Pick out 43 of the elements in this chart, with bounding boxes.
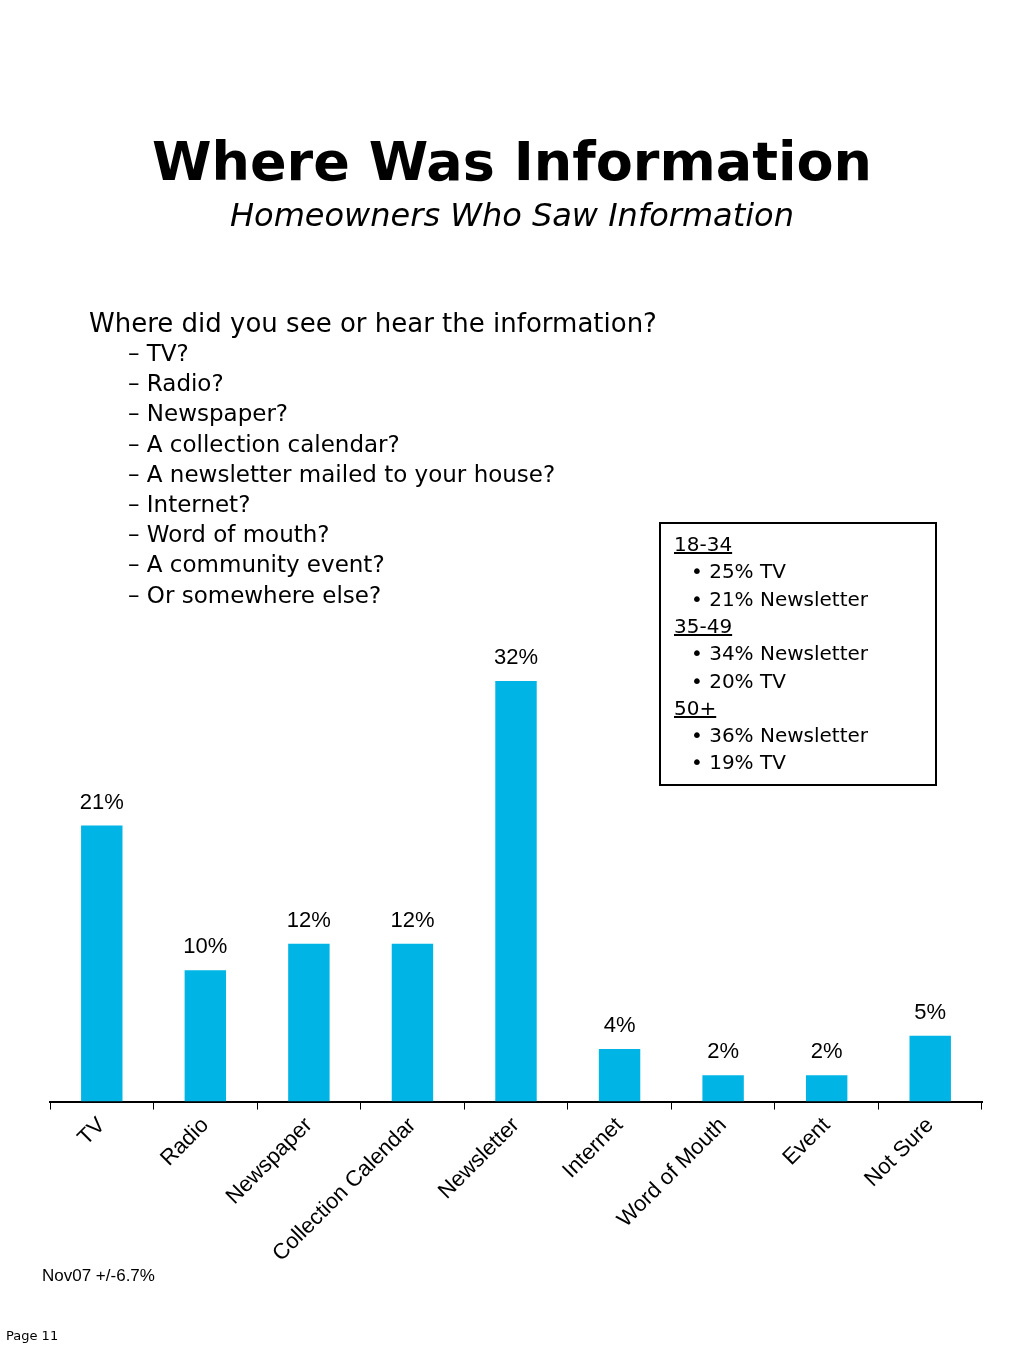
annotation: • 20% TV <box>691 668 786 693</box>
annotation: • 19% TV <box>691 750 786 775</box>
annotation: • 36% Newsletter <box>691 723 869 748</box>
bar <box>288 943 330 1102</box>
text: – Newspaper? <box>128 400 289 427</box>
annotation: 50+ <box>674 695 717 720</box>
data-label: 4% <box>603 1012 636 1038</box>
text: 35-49 <box>674 613 733 638</box>
bar <box>495 681 537 1102</box>
bar <box>909 1035 951 1102</box>
data-label: 12% <box>390 906 435 932</box>
bar <box>598 1049 641 1102</box>
text: • 34% Newsletter <box>691 641 869 666</box>
text: – Internet? <box>128 491 251 517</box>
data-label: 10% <box>183 933 228 959</box>
data-label: 2% <box>707 1038 740 1064</box>
text: • 21% Newsletter <box>691 586 869 611</box>
text: – TV? <box>128 340 189 366</box>
text: – A collection calendar? <box>128 430 400 457</box>
data-label: 5% <box>914 998 947 1024</box>
text: 18-34 <box>674 532 733 556</box>
x-tick-label: TV <box>72 1111 110 1150</box>
text: – A community event? <box>128 551 385 578</box>
chart-title: Where Was Information <box>150 130 873 193</box>
text: Where did you see or hear the information? <box>89 308 657 338</box>
text: – Word of mouth? <box>128 521 330 548</box>
data-label: 21% <box>79 788 124 814</box>
x-tick-label: Not Sure <box>858 1112 939 1192</box>
bar <box>805 1075 848 1102</box>
text: Nov07 +/-6.7% <box>42 1266 155 1286</box>
data-label: 2% <box>810 1038 843 1064</box>
data-label: 12% <box>286 906 331 932</box>
text: • 25% TV <box>691 559 786 584</box>
chart-subtitle: Homeowners Who Saw Information <box>229 196 795 234</box>
text: – Radio? <box>128 370 224 397</box>
bar <box>81 825 123 1102</box>
text: Page 11 <box>6 1328 59 1343</box>
text: – Or somewhere else? <box>128 581 382 608</box>
bar <box>702 1075 744 1102</box>
bar <box>391 943 434 1102</box>
text: – A newsletter mailed to your house? <box>128 460 556 487</box>
data-label: 32% <box>493 644 539 670</box>
bar <box>184 970 227 1102</box>
